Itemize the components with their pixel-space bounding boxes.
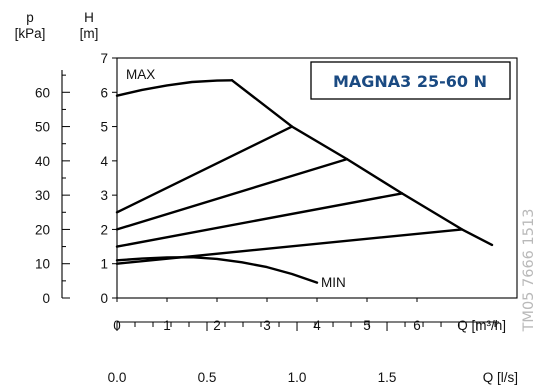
m3h-axis-tick-label: 5 xyxy=(363,318,371,333)
p-axis-label-line2: [kPa] xyxy=(15,26,46,41)
h-axis-tick-label: 3 xyxy=(100,188,108,203)
x-axis-label-ls: Q [l/s] xyxy=(483,370,518,385)
p-axis-label-line1: p xyxy=(26,10,34,25)
m3h-axis-tick-label: 4 xyxy=(313,318,321,333)
x-axis-label-m3h: Q [m³/h] xyxy=(457,318,506,333)
ls-axis-tick-label: 1.0 xyxy=(288,370,307,385)
max-curve xyxy=(115,79,234,97)
control-line-d xyxy=(115,228,464,265)
h-axis-label-line2: [m] xyxy=(80,26,99,41)
title-box xyxy=(310,61,511,100)
control-line-a xyxy=(115,125,294,214)
h-axis-tick-label: 5 xyxy=(100,120,108,135)
h-axis-label-line1: H xyxy=(84,10,94,25)
h-axis-tick-label: 4 xyxy=(100,154,108,169)
series-label-min: MIN xyxy=(321,275,346,290)
h-axis-tick-label: 7 xyxy=(100,51,108,66)
limit-curve xyxy=(230,79,494,247)
chart-title: MAGNA3 25-60 N xyxy=(333,72,487,91)
p-axis-tick-label: 0 xyxy=(42,291,50,306)
p-axis-tick-label: 30 xyxy=(35,188,50,203)
h-axis-tick-label: 0 xyxy=(100,291,108,306)
m3h-axis-tick-label: 2 xyxy=(213,318,221,333)
ls-axis-tick-label: 0.0 xyxy=(108,370,127,385)
m3h-axis-tick-label: 6 xyxy=(413,318,421,333)
ls-axis-tick-label: 0.5 xyxy=(198,370,217,385)
p-axis-tick-label: 60 xyxy=(35,85,50,100)
h-axis-tick-label: 6 xyxy=(100,85,108,100)
h-axis-tick-label: 1 xyxy=(100,257,108,272)
p-axis-tick-label: 20 xyxy=(35,222,50,237)
control-line-b xyxy=(115,157,349,231)
watermark-text: TM05 7666 1513 xyxy=(521,209,537,333)
p-axis-tick-label: 40 xyxy=(35,154,50,169)
p-axis-tick-label: 50 xyxy=(35,120,50,135)
p-axis-tick-label: 10 xyxy=(35,257,50,272)
min-curve xyxy=(115,256,319,284)
h-axis-tick-label: 2 xyxy=(100,222,108,237)
control-line-c xyxy=(115,192,404,248)
m3h-axis-tick-label: 1 xyxy=(163,318,171,333)
m3h-axis-tick-label: 3 xyxy=(263,318,271,333)
series-label-max: MAX xyxy=(126,67,155,82)
ls-axis-tick-label: 1.5 xyxy=(378,370,397,385)
